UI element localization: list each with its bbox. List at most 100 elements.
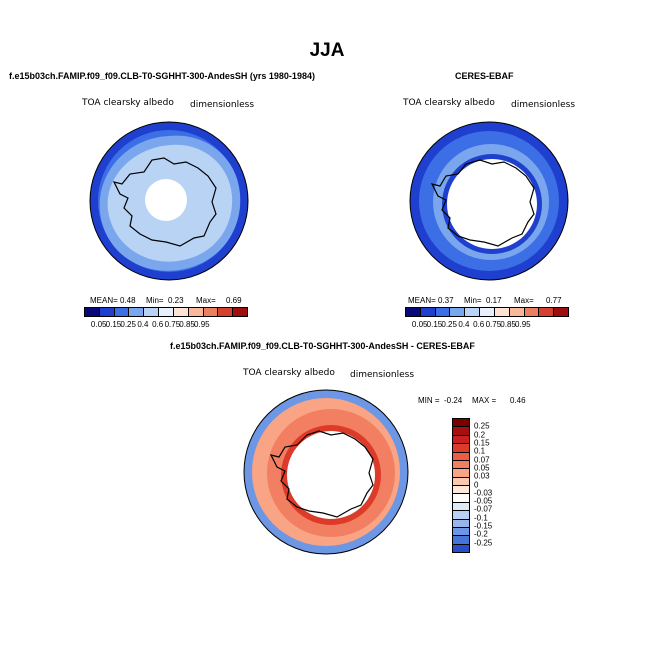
colorbar-swatch (524, 308, 540, 316)
colorbar-swatch (406, 308, 421, 316)
map-border (243, 389, 409, 555)
colorbar-swatch (114, 308, 130, 316)
colorbar-tick-label: 0.2 (474, 430, 486, 440)
colorbar-tick-label: -0.15 (474, 521, 493, 531)
colorbar-swatch (465, 308, 481, 316)
colorbar-swatch (453, 544, 469, 552)
panel1-mean-label: MEAN= (90, 296, 118, 305)
colorbar-swatch (453, 527, 469, 537)
colorbar-tick-label: 0.05 (90, 320, 107, 329)
panel2-min: 0.17 (486, 296, 502, 305)
colorbar-tick-label: 0.25 (120, 320, 136, 329)
colorbar-tick-label: 0.25 (441, 320, 457, 329)
colorbar-tick-label: 0.03 (474, 471, 490, 481)
colorbar-swatch (453, 486, 469, 495)
colorbar-swatch (539, 308, 555, 316)
colorbar-swatch (99, 308, 115, 316)
colorbar-tick-label: 0.75 (164, 320, 181, 329)
colorbar-tick-label: 0.15 (474, 438, 490, 448)
panel3-min-label: MIN = (418, 396, 440, 405)
colorbar-tick-label: 0.1 (474, 446, 486, 456)
colorbar-tick-label: 0.07 (474, 455, 490, 465)
colorbar-swatch (453, 469, 469, 478)
colorbar-swatch (233, 308, 247, 316)
panel3-variable-label: TOA clearsky albedo (243, 368, 335, 378)
colorbar-tick-label: 0.15 (426, 320, 443, 329)
map-border (409, 121, 569, 281)
colorbar-swatch (494, 308, 510, 316)
panel3-max-label: MAX = (472, 396, 497, 405)
panel2-max: 0.77 (546, 296, 562, 305)
panel2-variable-label: TOA clearsky albedo (403, 98, 495, 108)
colorbar-swatch (218, 308, 234, 316)
coastline (112, 157, 217, 247)
colorbar-swatch (453, 427, 469, 436)
colorbar-tick-label: 0.85 (500, 320, 516, 329)
panel2-map (409, 121, 569, 281)
colorbar-swatch (509, 308, 525, 316)
colorbar-swatch (203, 308, 219, 316)
colorbar-tick-label: 0.95 (515, 320, 531, 329)
panel3-colorbar (452, 418, 470, 553)
colorbar-tick-label: 0.6 (473, 320, 485, 329)
panel1-units-label: dimensionless (190, 100, 255, 110)
colorbar-swatch (129, 308, 145, 316)
panel1-max-label: Max= (196, 296, 216, 305)
colorbar-swatch (453, 452, 469, 461)
panel1-mean: 0.48 (120, 296, 136, 305)
panel3-units-label: dimensionless (350, 370, 415, 380)
panel2-title: CERES-EBAF (455, 71, 514, 81)
colorbar-swatch (435, 308, 451, 316)
panel3-max: 0.46 (510, 396, 526, 405)
colorbar-swatch (554, 308, 568, 316)
coastline (269, 430, 374, 518)
zone-antarctica (287, 431, 375, 519)
panel1-colorbar (84, 307, 248, 317)
colorbar-swatch (144, 308, 160, 316)
panel1-variable-label: TOA clearsky albedo (82, 98, 174, 108)
panel2-mean: 0.37 (438, 296, 454, 305)
colorbar-tick-label: 0.75 (485, 320, 502, 329)
colorbar-swatch (453, 477, 469, 486)
panel2-min-label: Min= (464, 296, 482, 305)
colorbar-swatch (159, 308, 174, 316)
colorbar-swatch (453, 536, 469, 545)
colorbar-tick-label: 0.4 (137, 320, 149, 329)
panel2-colorbar-ticks: 0.05 0.15 0.25 0.4 0.6 0.75 0.85 0.95 (405, 320, 567, 330)
colorbar-tick-label: 0.15 (105, 320, 122, 329)
colorbar-tick-label: -0.05 (474, 496, 493, 506)
colorbar-tick-label: 0 (474, 480, 479, 489)
colorbar-tick-label: -0.03 (474, 488, 493, 498)
colorbar-tick-label: 0.05 (411, 320, 428, 329)
panel1-title: f.e15b03ch.FAMIP.f09_f09.CLB-T0-SGHHT-30… (9, 71, 315, 81)
coastline (430, 159, 535, 247)
colorbar-tick-label: 0.05 (474, 463, 490, 473)
colorbar-tick-label: -0.07 (474, 504, 493, 514)
colorbar-swatch (453, 494, 469, 503)
panel3-colorbar-ticks: 0.25 0.2 0.15 0.1 0.07 0.05 0.03 0 -0.03 -0.05 -0.… (474, 418, 514, 551)
colorbar-swatch (173, 308, 189, 316)
zone-pole-hole (145, 179, 187, 221)
colorbar-tick-label: -0.1 (474, 513, 488, 523)
panel2-max-label: Max= (514, 296, 534, 305)
panel2-units-label: dimensionless (511, 100, 576, 110)
panel3-title: f.e15b03ch.FAMIP.f09_f09.CLB-T0-SGHHT-30… (170, 341, 475, 351)
colorbar-tick-label: 0.4 (458, 320, 470, 329)
panel2-mean-label: MEAN= (408, 296, 436, 305)
colorbar-swatch (480, 308, 495, 316)
panel3-map (243, 389, 409, 555)
colorbar-swatch (453, 435, 469, 445)
colorbar-swatch (453, 444, 469, 453)
panel1-max: 0.69 (226, 296, 242, 305)
map-border (89, 121, 249, 281)
colorbar-swatch (450, 308, 466, 316)
panel2-colorbar (405, 307, 569, 317)
panel1-map (89, 121, 249, 281)
colorbar-tick-label: 0.6 (152, 320, 164, 329)
panel3-min: -0.24 (444, 396, 463, 405)
colorbar-swatch (420, 308, 436, 316)
colorbar-swatch (85, 308, 100, 316)
panel1-min: 0.23 (168, 296, 184, 305)
zone-antarctica (447, 159, 537, 249)
colorbar-swatch (453, 511, 469, 520)
